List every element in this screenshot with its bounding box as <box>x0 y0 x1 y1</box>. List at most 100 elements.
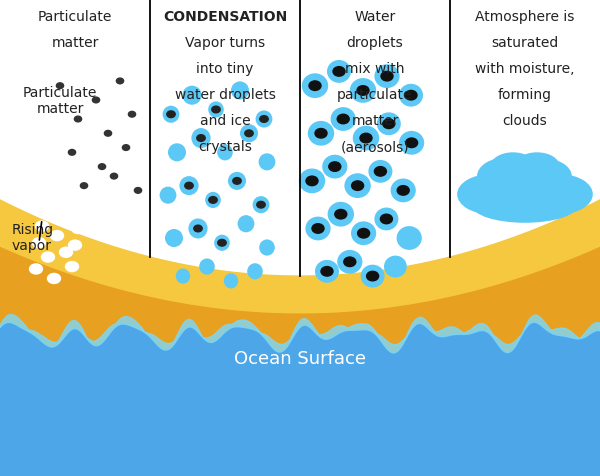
Text: Particulate: Particulate <box>38 10 112 23</box>
Text: crystals: crystals <box>198 140 252 154</box>
Ellipse shape <box>337 250 362 274</box>
Circle shape <box>260 116 268 122</box>
Ellipse shape <box>399 131 424 155</box>
Circle shape <box>197 135 205 141</box>
Ellipse shape <box>305 217 331 240</box>
Ellipse shape <box>361 265 385 288</box>
Circle shape <box>59 199 73 210</box>
Circle shape <box>374 167 386 176</box>
Circle shape <box>110 173 118 179</box>
Ellipse shape <box>368 160 392 183</box>
Ellipse shape <box>315 260 339 283</box>
Ellipse shape <box>247 263 263 279</box>
Circle shape <box>128 111 136 117</box>
Circle shape <box>406 138 418 148</box>
Text: CONDENSATION: CONDENSATION <box>163 10 287 23</box>
Circle shape <box>233 178 241 184</box>
Text: mix with: mix with <box>345 62 405 76</box>
Circle shape <box>32 192 46 203</box>
Circle shape <box>35 220 49 232</box>
Circle shape <box>357 86 369 95</box>
Ellipse shape <box>231 81 249 99</box>
Circle shape <box>53 213 67 225</box>
Ellipse shape <box>208 101 224 118</box>
Ellipse shape <box>217 144 233 160</box>
Circle shape <box>68 149 76 155</box>
Text: Atmosphere is: Atmosphere is <box>475 10 575 23</box>
Text: water droplets: water droplets <box>175 88 275 102</box>
Circle shape <box>35 175 49 187</box>
Ellipse shape <box>384 256 407 278</box>
Circle shape <box>65 261 79 272</box>
Text: clouds: clouds <box>503 114 547 128</box>
Text: with moisture,: with moisture, <box>475 62 575 76</box>
Circle shape <box>41 206 55 218</box>
Ellipse shape <box>160 187 176 204</box>
Ellipse shape <box>344 173 371 198</box>
Circle shape <box>306 176 318 186</box>
Circle shape <box>59 247 73 258</box>
Circle shape <box>194 225 202 232</box>
Ellipse shape <box>328 202 354 227</box>
Text: matter: matter <box>52 36 98 50</box>
Circle shape <box>56 83 64 89</box>
Ellipse shape <box>351 221 376 245</box>
Circle shape <box>92 97 100 103</box>
Ellipse shape <box>399 84 423 107</box>
Ellipse shape <box>308 121 334 146</box>
Circle shape <box>333 67 345 76</box>
Circle shape <box>245 130 253 137</box>
Circle shape <box>32 237 46 248</box>
Circle shape <box>309 81 321 90</box>
Ellipse shape <box>374 64 400 88</box>
Circle shape <box>329 162 341 171</box>
Ellipse shape <box>168 143 186 161</box>
Text: Water: Water <box>355 10 395 23</box>
Ellipse shape <box>350 78 376 103</box>
Ellipse shape <box>214 235 230 251</box>
Ellipse shape <box>391 178 416 202</box>
Circle shape <box>358 228 370 238</box>
Circle shape <box>47 273 61 284</box>
Circle shape <box>360 133 372 143</box>
Text: particulate: particulate <box>337 88 413 102</box>
Ellipse shape <box>302 73 328 98</box>
Ellipse shape <box>228 172 246 190</box>
Circle shape <box>74 116 82 122</box>
Circle shape <box>29 161 43 172</box>
Text: and ice: and ice <box>200 114 250 128</box>
Ellipse shape <box>331 107 356 131</box>
Circle shape <box>68 239 82 251</box>
Ellipse shape <box>188 218 208 238</box>
Circle shape <box>380 214 392 224</box>
Circle shape <box>50 230 64 241</box>
Ellipse shape <box>397 226 422 250</box>
Ellipse shape <box>527 174 593 214</box>
Circle shape <box>312 224 324 233</box>
Circle shape <box>29 263 43 275</box>
Ellipse shape <box>476 163 574 218</box>
Text: saturated: saturated <box>491 36 559 50</box>
Ellipse shape <box>179 176 199 195</box>
Ellipse shape <box>259 239 275 256</box>
Circle shape <box>367 271 379 281</box>
Text: Ocean Surface: Ocean Surface <box>234 350 366 368</box>
Circle shape <box>41 251 55 263</box>
Circle shape <box>397 186 409 195</box>
Circle shape <box>98 164 106 169</box>
Circle shape <box>62 180 76 191</box>
Ellipse shape <box>512 158 572 194</box>
Text: Rising
vapor: Rising vapor <box>12 223 54 253</box>
Circle shape <box>116 78 124 84</box>
Circle shape <box>53 168 67 179</box>
Ellipse shape <box>165 229 183 247</box>
Text: matter: matter <box>352 114 398 128</box>
Ellipse shape <box>377 112 401 135</box>
Ellipse shape <box>199 258 215 275</box>
Circle shape <box>68 197 82 208</box>
Circle shape <box>122 145 130 150</box>
Text: (aerosols): (aerosols) <box>341 140 409 154</box>
Circle shape <box>352 181 364 190</box>
Ellipse shape <box>182 86 202 105</box>
Circle shape <box>257 201 265 208</box>
